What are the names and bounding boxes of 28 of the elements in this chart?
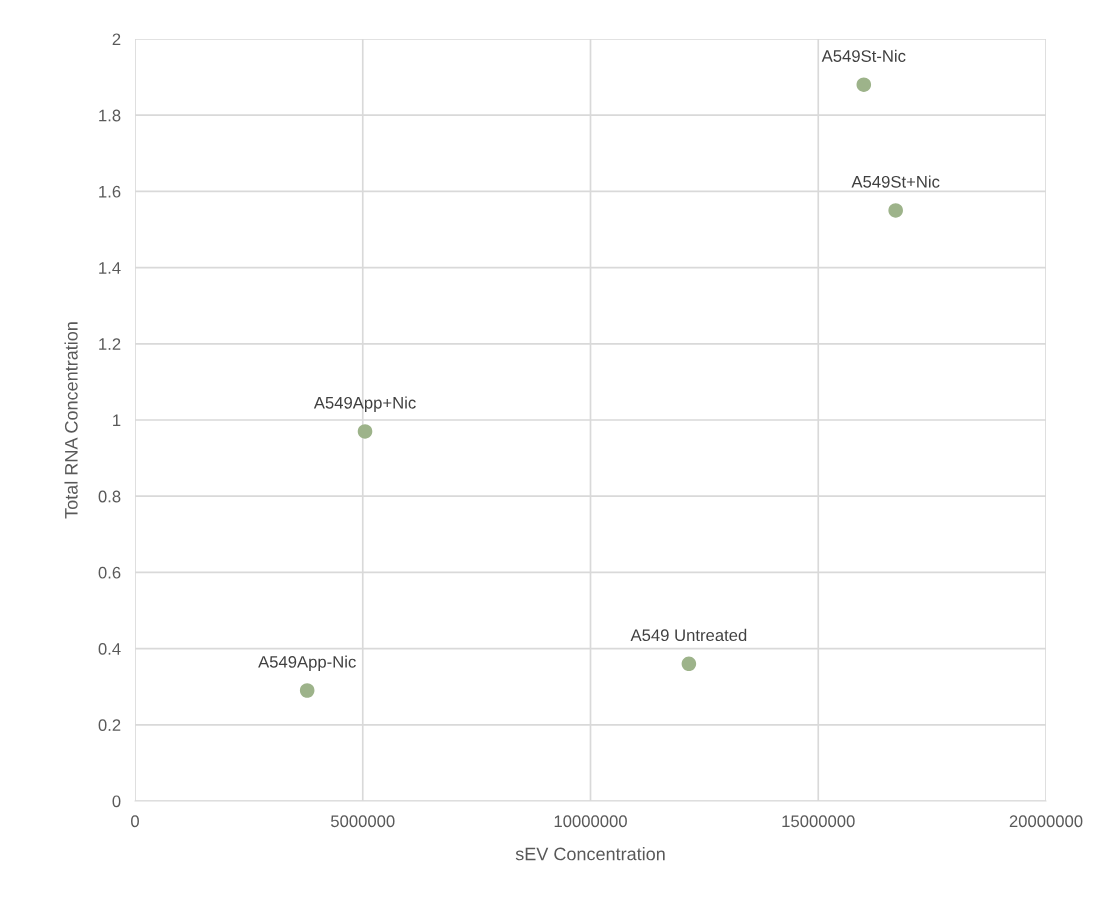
x-tick-label: 5000000 bbox=[330, 815, 395, 828]
point bbox=[357, 424, 373, 439]
y-tick-label: 0.2 bbox=[98, 719, 121, 731]
annotation: A549App-Nic bbox=[258, 655, 356, 672]
y-tick-label: 1.8 bbox=[99, 109, 121, 122]
point bbox=[299, 683, 315, 698]
y-tick-label: 1.2 bbox=[99, 338, 121, 350]
y-tick-label: 1 bbox=[113, 414, 121, 427]
point bbox=[681, 656, 697, 672]
y-tick-label: 2 bbox=[112, 33, 121, 46]
y-tick-label: 1.6 bbox=[99, 185, 121, 198]
x-tick-label: 0 bbox=[131, 815, 139, 828]
y-axis-title: Total RNA Concentration bbox=[64, 322, 78, 519]
x-tick-label: 15000000 bbox=[782, 815, 855, 828]
annotation: A549App+Nic bbox=[313, 396, 416, 412]
x-tick-label: 20000000 bbox=[1009, 815, 1083, 828]
y-tick-label: 0.6 bbox=[98, 566, 121, 579]
annotation: A549St-Nic bbox=[821, 49, 906, 62]
y-tick-label: 0.4 bbox=[98, 643, 121, 655]
y-tick-label: 0 bbox=[112, 795, 121, 808]
point bbox=[856, 77, 872, 92]
point bbox=[888, 203, 903, 218]
annotation: A549 Untreated bbox=[630, 628, 747, 642]
y-tick-label: 1.4 bbox=[99, 262, 121, 274]
x-axis-title: sEV Concentration bbox=[515, 847, 665, 861]
annotation: A549St+Nic bbox=[851, 175, 940, 188]
x-tick-label: 10000000 bbox=[554, 815, 627, 828]
y-tick-label: 0.8 bbox=[98, 490, 121, 503]
